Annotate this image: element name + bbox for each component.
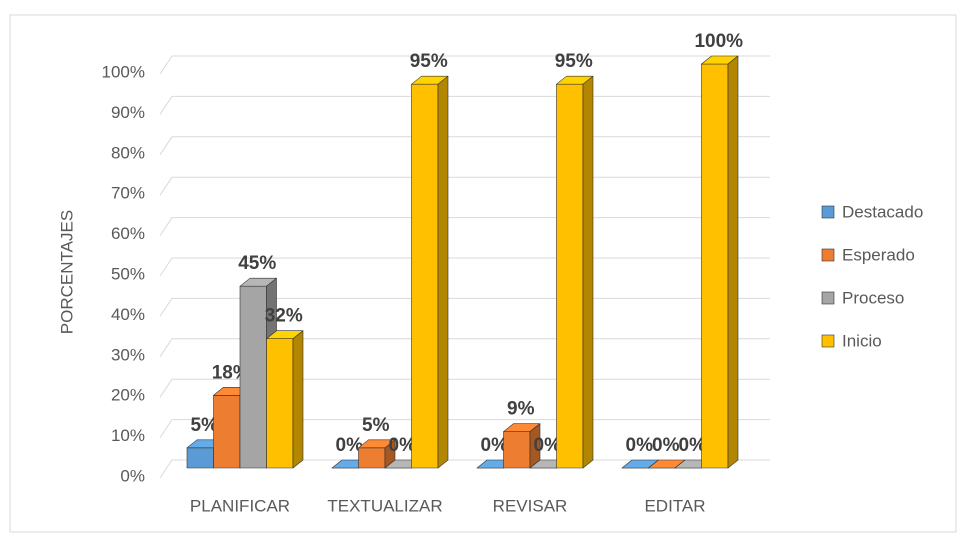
grid-line [159,136,770,156]
value-label: 95% [410,51,448,72]
bar-face [556,83,584,469]
x-tick-label: TEXTUALIZAR [327,496,442,515]
legend-swatch [821,291,835,305]
bar [358,439,396,469]
bar-face [266,338,294,469]
bar-face [239,285,267,469]
bar-face [411,83,439,469]
legend-label: Proceso [842,288,904,307]
bar-face [292,330,304,469]
y-tick-label: 30% [111,345,145,364]
grid-line [159,95,770,115]
legend-label: Inicio [842,331,882,350]
legend-swatch [821,205,835,219]
value-label: 0% [481,435,509,456]
value-label: 5% [191,415,219,436]
legend-swatch [821,334,835,348]
bar-face [358,447,386,469]
value-label: 0% [679,435,707,456]
value-label: 5% [362,415,390,436]
value-label: 100% [694,31,743,52]
value-label: 45% [238,253,276,274]
bar [556,75,594,469]
value-label: 0% [652,435,680,456]
bar [701,55,739,469]
bar-face [582,75,594,469]
legend-label: Destacado [842,202,923,221]
y-tick-label: 0% [120,466,145,485]
value-label: 95% [555,51,593,72]
bar-face [727,55,739,469]
bar [503,423,541,469]
bar [266,330,304,469]
bar-face [437,75,449,469]
grid-line [159,217,770,236]
bar-face [503,431,531,469]
legend-label: Esperado [842,245,915,264]
chart-frame [9,14,957,533]
y-tick-label: 80% [111,143,145,162]
y-tick-label: 10% [111,426,145,445]
y-tick-label: 20% [111,386,145,405]
value-label: 0% [389,435,417,456]
x-tick-label: REVISAR [493,496,568,515]
bar-face [701,63,729,469]
y-axis-title: PORCENTAJES [57,210,76,334]
grid-line [159,55,770,75]
value-label: 0% [336,435,364,456]
value-label: 0% [534,435,562,456]
y-tick-label: 40% [111,305,145,324]
value-label: 0% [626,435,654,456]
y-tick-label: 90% [111,103,145,122]
legend-swatch [821,248,835,262]
value-label: 9% [507,399,535,420]
x-tick-label: PLANIFICAR [190,496,290,515]
y-tick-label: 70% [111,184,145,203]
bar [411,75,449,469]
y-tick-label: 50% [111,264,145,283]
bar-face [213,394,241,469]
bar-face [186,447,214,469]
y-tick-label: 60% [111,224,145,243]
value-label: 32% [265,306,303,327]
grid-line [159,176,770,196]
y-tick-label: 100% [102,62,145,81]
x-tick-label: EDITAR [644,496,705,515]
